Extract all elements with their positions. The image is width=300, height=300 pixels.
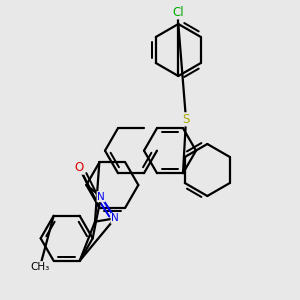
- Text: S: S: [182, 113, 190, 126]
- Text: Cl: Cl: [172, 6, 184, 19]
- Text: N: N: [97, 192, 105, 202]
- Text: O: O: [75, 161, 84, 174]
- Text: CH₃: CH₃: [30, 262, 50, 272]
- Text: N: N: [111, 213, 119, 223]
